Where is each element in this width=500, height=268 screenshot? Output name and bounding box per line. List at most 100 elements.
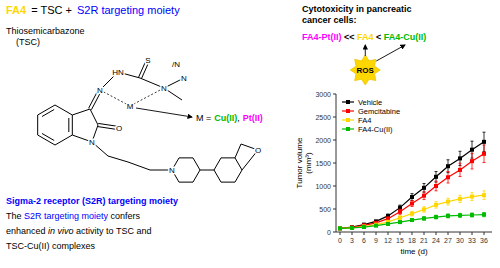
bond bbox=[235, 144, 241, 158]
marker bbox=[434, 203, 438, 207]
x-tick-label: 21 bbox=[420, 237, 428, 244]
x-tick bbox=[484, 232, 485, 235]
marker bbox=[362, 224, 366, 228]
x-tick-label: 18 bbox=[408, 237, 416, 244]
bond bbox=[55, 105, 72, 115]
s2r-heading: Sigma-2 receptor (S2R) targeting moiety bbox=[6, 196, 178, 206]
caption: S2R targeting moiety bbox=[24, 211, 109, 221]
bond bbox=[42, 110, 54, 117]
x-tick-label: 9 bbox=[374, 237, 378, 244]
error-bar bbox=[483, 212, 486, 216]
caption: TSC-Cu(II) complexes bbox=[6, 241, 96, 251]
marker bbox=[470, 213, 474, 217]
arrow bbox=[376, 45, 405, 61]
error-bar bbox=[471, 153, 474, 169]
error-bar bbox=[459, 195, 462, 202]
y-tick-label: 2000 bbox=[315, 137, 331, 144]
x-tick-label: 0 bbox=[338, 237, 342, 244]
x-tick bbox=[364, 232, 365, 235]
x-tick bbox=[448, 232, 449, 235]
bond bbox=[193, 158, 200, 170]
error-bar bbox=[435, 172, 438, 183]
arrow bbox=[365, 45, 366, 56]
marker bbox=[350, 226, 354, 230]
marker bbox=[374, 224, 378, 228]
marker bbox=[446, 214, 450, 218]
legend-label: FA4-Cu(II) bbox=[358, 125, 393, 134]
y-tick bbox=[333, 140, 336, 141]
bond bbox=[179, 157, 193, 158]
error-bar bbox=[435, 202, 438, 208]
error-bar bbox=[447, 214, 450, 218]
potency-order: FA4-Cu(II) bbox=[384, 32, 427, 42]
marker bbox=[362, 225, 366, 229]
arrow bbox=[136, 108, 192, 117]
legend-label: Gemcitabine bbox=[358, 107, 400, 116]
atom-label: N bbox=[181, 74, 187, 83]
error-bar bbox=[423, 217, 426, 220]
plot-area bbox=[338, 132, 486, 230]
y-tick bbox=[333, 117, 336, 118]
bond bbox=[128, 162, 150, 170]
cytotoxicity-heading: cancer cells: bbox=[302, 15, 357, 25]
marker bbox=[458, 156, 462, 160]
axes: 0500100015002000250030000369121518212427… bbox=[295, 91, 492, 257]
x-tick bbox=[352, 232, 353, 235]
tsc-label: (TSC) bbox=[16, 37, 40, 47]
error-bar bbox=[459, 213, 462, 217]
metal-label: Cu(II) bbox=[214, 113, 237, 123]
x-tick-label: 12 bbox=[384, 237, 392, 244]
legend-label: Vehicle bbox=[358, 98, 382, 107]
marker bbox=[482, 152, 486, 156]
error-bar bbox=[447, 172, 450, 184]
atom-label: HN bbox=[112, 68, 124, 77]
bond bbox=[221, 182, 235, 183]
legend-label: FA4 bbox=[358, 116, 371, 125]
series-line bbox=[340, 142, 484, 228]
series bbox=[338, 212, 486, 230]
atom-label: N bbox=[169, 166, 175, 175]
y-tick-label: 0 bbox=[327, 229, 331, 236]
y-tick-label: 1000 bbox=[315, 183, 331, 190]
caption: The bbox=[6, 211, 24, 221]
error-bar bbox=[471, 213, 474, 217]
error-bar bbox=[423, 192, 426, 200]
bond bbox=[55, 135, 72, 145]
x-tick bbox=[400, 232, 401, 235]
potency-order: FA4-Pt(II) bbox=[302, 32, 342, 42]
marker bbox=[458, 197, 462, 201]
error-bar bbox=[447, 160, 450, 173]
header: S2R targeting moiety bbox=[77, 4, 180, 16]
metal-label: M = bbox=[196, 113, 211, 123]
x-tick-label: 30 bbox=[456, 237, 464, 244]
metal-label: Pt(II) bbox=[243, 113, 263, 123]
atom-label: N bbox=[97, 86, 103, 95]
marker bbox=[398, 220, 402, 224]
series-line bbox=[340, 195, 484, 228]
marker bbox=[482, 193, 486, 197]
bond bbox=[200, 170, 214, 171]
y-tick-label: 1500 bbox=[315, 160, 331, 167]
atom-label: /N bbox=[172, 60, 180, 69]
marker bbox=[338, 226, 342, 230]
atom-label: M bbox=[127, 102, 134, 111]
x-tick-label: 33 bbox=[468, 237, 476, 244]
bond bbox=[235, 170, 242, 182]
potency-order: < bbox=[374, 32, 384, 42]
ros-star bbox=[350, 55, 380, 85]
error-bar bbox=[411, 200, 414, 206]
y-tick bbox=[333, 94, 336, 95]
error-bar bbox=[423, 207, 426, 213]
marker bbox=[338, 226, 342, 230]
marker bbox=[410, 195, 414, 199]
error-bar bbox=[483, 145, 486, 162]
x-tick-label: 24 bbox=[432, 237, 440, 244]
y-tick bbox=[333, 163, 336, 164]
atom-label: S bbox=[145, 56, 150, 65]
x-tick-label: 15 bbox=[396, 237, 404, 244]
bond bbox=[90, 109, 98, 125]
bond bbox=[72, 115, 73, 135]
error-bar bbox=[471, 193, 474, 201]
caption: confers bbox=[108, 211, 141, 221]
marker bbox=[470, 195, 474, 199]
